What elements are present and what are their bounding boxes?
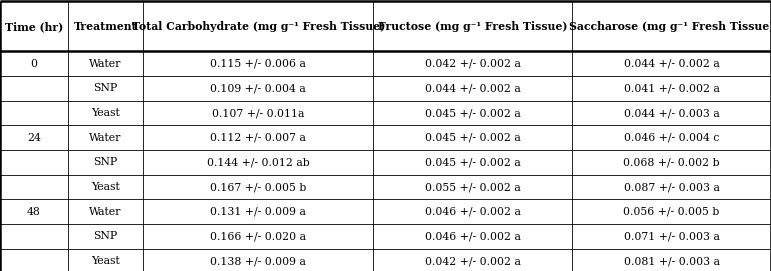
Bar (572, 199, 771, 224)
Bar (0, 175, 68, 199)
Text: 0.046 +/- 0.002 a: 0.046 +/- 0.002 a (425, 207, 520, 217)
Text: 0.055 +/- 0.002 a: 0.055 +/- 0.002 a (425, 182, 520, 192)
Bar (373, 101, 572, 125)
Bar (68, 1, 143, 51)
Text: 0.046 +/- 0.004 c: 0.046 +/- 0.004 c (624, 133, 719, 143)
Text: 0.045 +/- 0.002 a: 0.045 +/- 0.002 a (425, 108, 520, 118)
Text: Yeast: Yeast (91, 256, 120, 266)
Bar (0, 224, 68, 249)
Bar (572, 224, 771, 249)
Text: 48: 48 (27, 207, 41, 217)
Bar (68, 125, 143, 150)
Text: 0.044 +/- 0.002 a: 0.044 +/- 0.002 a (624, 59, 719, 69)
Text: 0.087 +/- 0.003 a: 0.087 +/- 0.003 a (624, 182, 719, 192)
Bar (0, 199, 68, 224)
Text: 0.071 +/- 0.003 a: 0.071 +/- 0.003 a (624, 231, 719, 241)
Bar (0, 76, 68, 101)
Bar (68, 199, 143, 224)
Text: 0.112 +/- 0.007 a: 0.112 +/- 0.007 a (210, 133, 306, 143)
Text: Yeast: Yeast (91, 108, 120, 118)
Text: 0.041 +/- 0.002 a: 0.041 +/- 0.002 a (624, 83, 719, 93)
Text: Time (hr): Time (hr) (5, 21, 63, 32)
Bar (68, 224, 143, 249)
Bar (572, 175, 771, 199)
Text: Treatment: Treatment (74, 21, 137, 32)
Text: Fructose (mg g⁻¹ Fresh Tissue): Fructose (mg g⁻¹ Fresh Tissue) (378, 21, 567, 32)
Bar (0, 101, 68, 125)
Text: 0.068 +/- 0.002 b: 0.068 +/- 0.002 b (623, 157, 720, 167)
Bar (0, 51, 68, 76)
Text: 0.166 +/- 0.020 a: 0.166 +/- 0.020 a (210, 231, 306, 241)
Bar (143, 125, 373, 150)
Bar (0, 125, 68, 150)
Text: 0.056 +/- 0.005 b: 0.056 +/- 0.005 b (623, 207, 720, 217)
Bar (143, 101, 373, 125)
Bar (0, 249, 68, 271)
Bar (373, 76, 572, 101)
Text: SNP: SNP (93, 157, 118, 167)
Text: 0.044 +/- 0.002 a: 0.044 +/- 0.002 a (425, 83, 520, 93)
Text: 0.109 +/- 0.004 a: 0.109 +/- 0.004 a (210, 83, 306, 93)
Text: SNP: SNP (93, 231, 118, 241)
Text: 0.138 +/- 0.009 a: 0.138 +/- 0.009 a (210, 256, 306, 266)
Bar (68, 175, 143, 199)
Text: 0.107 +/- 0.011a: 0.107 +/- 0.011a (212, 108, 305, 118)
Bar (68, 51, 143, 76)
Bar (0, 1, 68, 51)
Bar (68, 76, 143, 101)
Bar (373, 1, 572, 51)
Text: 0.131 +/- 0.009 a: 0.131 +/- 0.009 a (210, 207, 306, 217)
Bar (572, 101, 771, 125)
Text: 0.115 +/- 0.006 a: 0.115 +/- 0.006 a (210, 59, 306, 69)
Bar (373, 175, 572, 199)
Text: Total Carbohydrate (mg g⁻¹ Fresh Tissue): Total Carbohydrate (mg g⁻¹ Fresh Tissue) (132, 21, 385, 32)
Bar (143, 249, 373, 271)
Bar (373, 249, 572, 271)
Bar (572, 1, 771, 51)
Bar (373, 199, 572, 224)
Bar (68, 150, 143, 175)
Text: Saccharose (mg g⁻¹ Fresh Tissue): Saccharose (mg g⁻¹ Fresh Tissue) (569, 21, 771, 32)
Bar (68, 101, 143, 125)
Bar (373, 224, 572, 249)
Text: 0.042 +/- 0.002 a: 0.042 +/- 0.002 a (425, 59, 520, 69)
Bar (572, 76, 771, 101)
Bar (143, 199, 373, 224)
Bar (373, 150, 572, 175)
Bar (572, 150, 771, 175)
Text: 0: 0 (30, 59, 38, 69)
Bar (572, 51, 771, 76)
Bar (68, 249, 143, 271)
Bar (373, 125, 572, 150)
Bar (143, 51, 373, 76)
Text: 0.045 +/- 0.002 a: 0.045 +/- 0.002 a (425, 157, 520, 167)
Text: Water: Water (89, 133, 122, 143)
Text: Yeast: Yeast (91, 182, 120, 192)
Text: SNP: SNP (93, 83, 118, 93)
Bar (143, 150, 373, 175)
Text: 0.046 +/- 0.002 a: 0.046 +/- 0.002 a (425, 231, 520, 241)
Bar (143, 1, 373, 51)
Bar (572, 125, 771, 150)
Bar (0, 150, 68, 175)
Text: 24: 24 (27, 133, 41, 143)
Bar (572, 249, 771, 271)
Text: 0.081 +/- 0.003 a: 0.081 +/- 0.003 a (624, 256, 719, 266)
Bar (373, 51, 572, 76)
Text: 0.167 +/- 0.005 b: 0.167 +/- 0.005 b (210, 182, 306, 192)
Bar (143, 224, 373, 249)
Text: 0.045 +/- 0.002 a: 0.045 +/- 0.002 a (425, 133, 520, 143)
Text: Water: Water (89, 59, 122, 69)
Text: 0.144 +/- 0.012 ab: 0.144 +/- 0.012 ab (207, 157, 310, 167)
Text: 0.044 +/- 0.003 a: 0.044 +/- 0.003 a (624, 108, 719, 118)
Text: 0.042 +/- 0.002 a: 0.042 +/- 0.002 a (425, 256, 520, 266)
Bar (143, 76, 373, 101)
Text: Water: Water (89, 207, 122, 217)
Bar (143, 175, 373, 199)
